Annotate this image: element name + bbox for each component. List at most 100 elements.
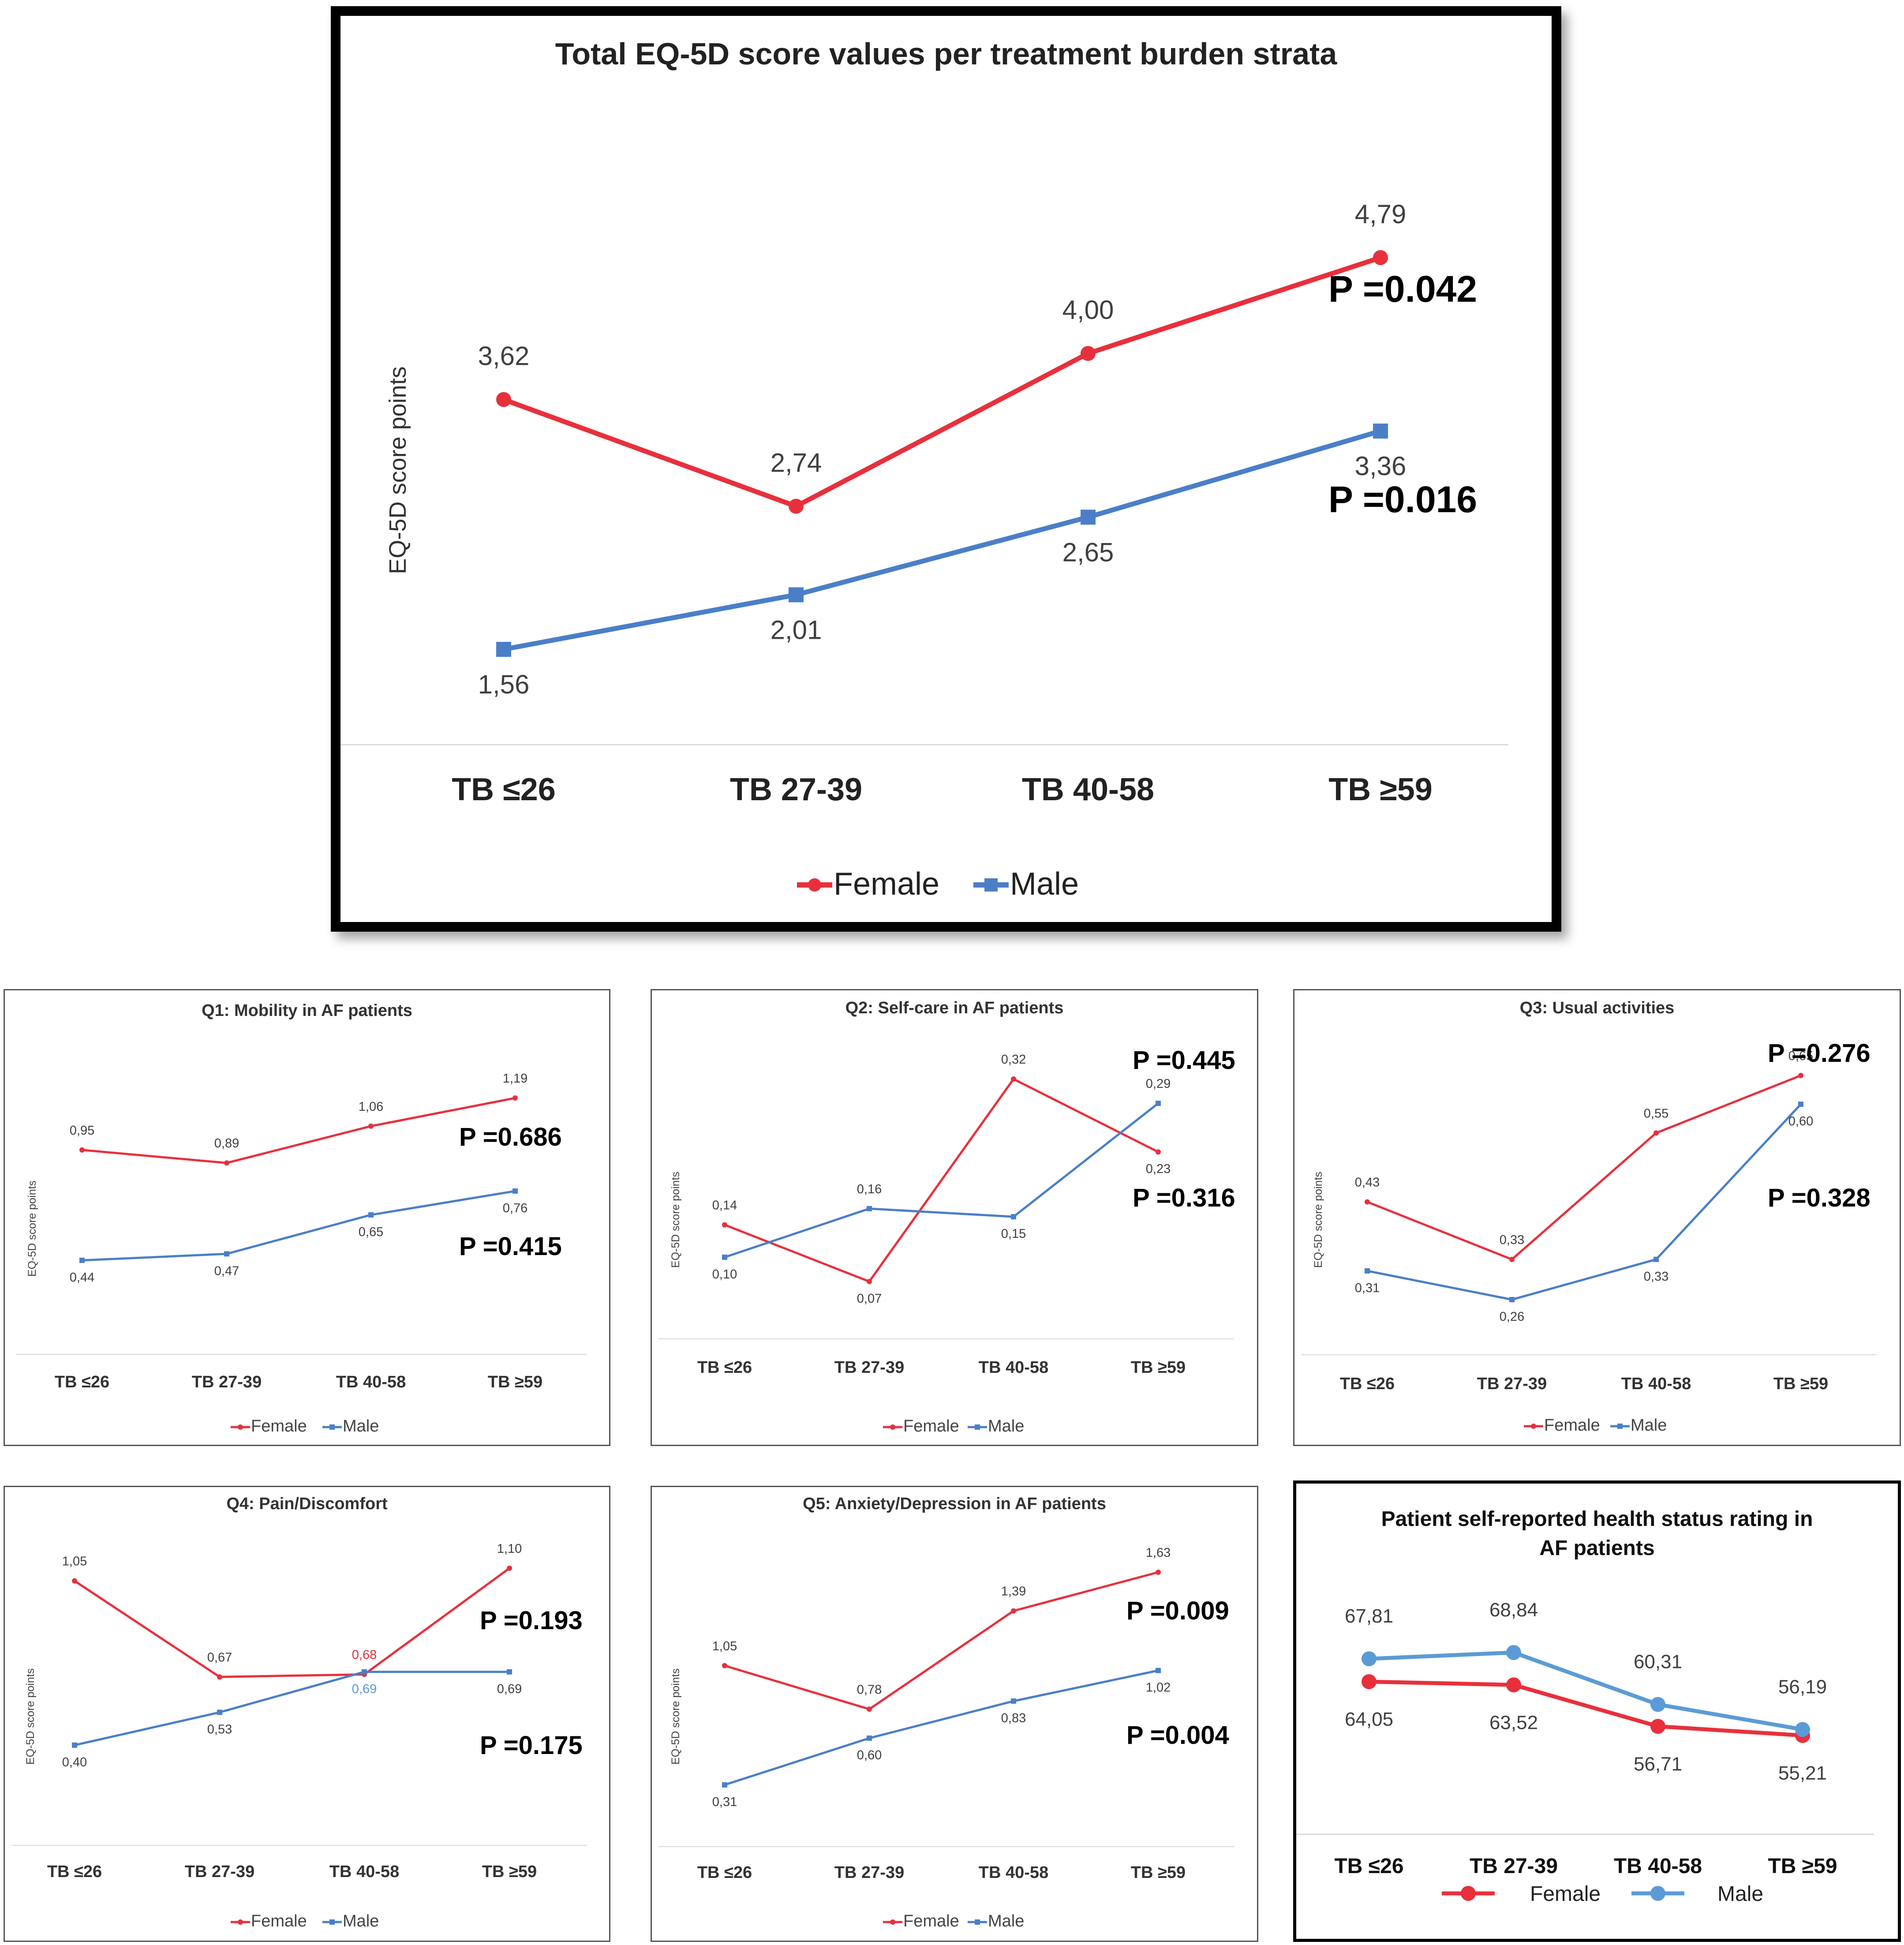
female-data-point — [507, 1566, 512, 1571]
male-data-label: 68,84 — [1489, 1599, 1538, 1621]
legend: Female Male — [1442, 1882, 1763, 1906]
male-data-label: 0,33 — [1644, 1270, 1668, 1284]
female-data-label: 1,05 — [62, 1555, 87, 1569]
female-data-label: 0,55 — [1644, 1106, 1668, 1121]
legend-female-marker — [890, 1424, 895, 1430]
male-data-point — [722, 1254, 727, 1260]
chart-title: Q5: Anxiety/Depression in AF patients — [803, 1495, 1106, 1513]
male-series-line — [74, 1671, 509, 1746]
chart-svg: Q2: Self-care in AF patients EQ-5D score… — [658, 999, 1235, 1435]
y-axis-label: EQ-5D score points — [1312, 1172, 1324, 1268]
x-tick-label: TB 27-39 — [1470, 1855, 1558, 1878]
p-value-male: P =0.316 — [1133, 1184, 1235, 1212]
male-data-label: 1,56 — [478, 670, 530, 699]
male-data-label: 0,47 — [214, 1264, 239, 1278]
male-data-label: 0,16 — [857, 1182, 882, 1196]
legend-male-label: Male — [988, 1912, 1024, 1930]
female-data-label: 0,32 — [1001, 1053, 1026, 1067]
x-tick-label: TB 27-39 — [834, 1863, 904, 1882]
p-value-female: P =0.276 — [1768, 1039, 1870, 1068]
chart-title-line-1: Patient self-reported health status rati… — [1381, 1507, 1813, 1531]
x-tick-label: TB 27-39 — [1477, 1375, 1547, 1393]
x-tick-label: TB ≥59 — [482, 1863, 537, 1881]
chart-svg: Q5: Anxiety/Depression in AF patients EQ… — [658, 1495, 1234, 1930]
male-data-point — [79, 1258, 85, 1263]
chart-q5-anxiety-depression: Q5: Anxiety/Depression in AF patients EQ… — [651, 1486, 1258, 1942]
legend-female-label: Female — [251, 1912, 307, 1930]
male-data-point — [867, 1735, 872, 1741]
chart-q3-usual-activities: Q3: Usual activities EQ-5D score points … — [1293, 989, 1901, 1446]
female-data-label: 1,06 — [359, 1100, 383, 1114]
male-data-label: 0,69 — [497, 1682, 522, 1696]
legend-female-label: Female — [903, 1417, 959, 1435]
male-data-label: 0,76 — [503, 1201, 527, 1215]
female-data-label: 0,43 — [1355, 1176, 1380, 1190]
female-data-point — [512, 1095, 518, 1101]
female-data-point — [1506, 1677, 1521, 1693]
male-data-point — [1365, 1268, 1370, 1274]
male-data-point — [867, 1206, 872, 1211]
chart-health-status-rating: Patient self-reported health status rati… — [1293, 1480, 1901, 1942]
x-tick-label: TB 27-39 — [834, 1358, 904, 1377]
x-tick-label: TB 27-39 — [185, 1863, 254, 1881]
male-data-label: 1,02 — [1146, 1681, 1171, 1695]
legend-male-label: Male — [1717, 1882, 1763, 1906]
male-data-point — [1509, 1297, 1515, 1302]
legend: Female Male — [797, 866, 1079, 902]
x-tick-label: TB ≤26 — [452, 772, 556, 807]
male-data-label: 0,26 — [1500, 1310, 1524, 1324]
female-data-point — [224, 1160, 229, 1166]
p-value-male: P =0.016 — [1328, 479, 1477, 520]
x-tick-label: TB ≤26 — [697, 1358, 752, 1377]
p-value-female: P =0.009 — [1126, 1596, 1229, 1625]
female-data-label: 55,21 — [1778, 1762, 1827, 1784]
female-data-point — [1081, 346, 1096, 361]
chart-title-line-2: AF patients — [1539, 1537, 1654, 1560]
legend-male-marker — [975, 1919, 980, 1925]
legend-female-marker — [1531, 1424, 1536, 1429]
chart-svg: Q4: Pain/Discomfort EQ-5D score points T… — [11, 1495, 587, 1930]
female-data-label: 0,23 — [1146, 1162, 1171, 1176]
chart-title: Q3: Usual activities — [1520, 999, 1675, 1017]
female-data-point — [1365, 1199, 1370, 1205]
x-tick-label: TB 40-58 — [336, 1373, 406, 1391]
legend-male-marker — [1617, 1424, 1623, 1429]
y-axis-label: EQ-5D score points — [385, 366, 411, 574]
male-series-line — [503, 428, 1381, 652]
female-data-point — [1798, 1073, 1803, 1078]
x-tick-label: TB ≤26 — [1334, 1855, 1403, 1878]
male-data-point — [1011, 1698, 1016, 1704]
female-data-point — [1362, 1674, 1377, 1690]
male-data-point — [1373, 423, 1388, 439]
male-data-point — [1156, 1668, 1161, 1673]
female-data-label: 1,19 — [503, 1072, 527, 1086]
male-data-point — [789, 587, 804, 603]
chart-svg: Patient self-reported health status rati… — [1296, 1507, 1874, 1906]
male-data-label: 0,40 — [62, 1755, 87, 1769]
x-tick-label: TB ≤26 — [55, 1373, 109, 1391]
male-series-line — [1367, 1103, 1802, 1301]
female-data-label: 0,68 — [352, 1648, 377, 1662]
male-data-label: 0,31 — [712, 1795, 737, 1809]
female-data-label: 1,05 — [712, 1639, 737, 1653]
x-tick-label: TB 27-39 — [730, 772, 862, 807]
legend-male-label: Male — [343, 1417, 379, 1435]
x-tick-label: TB ≥59 — [1131, 1358, 1186, 1377]
female-data-label: 0,89 — [214, 1136, 239, 1151]
p-value-male: P =0.004 — [1126, 1721, 1229, 1750]
female-series-line — [724, 1078, 1159, 1283]
legend-female-marker — [890, 1919, 895, 1925]
female-series-line — [1369, 1679, 1803, 1738]
legend: Female Male — [883, 1912, 1024, 1930]
x-tick-label: TB ≥59 — [1768, 1855, 1837, 1878]
x-tick-label: TB ≤26 — [47, 1863, 102, 1881]
female-data-point — [1156, 1570, 1161, 1575]
legend-female-label: Female — [1544, 1416, 1600, 1435]
legend-female-marker — [1461, 1886, 1476, 1901]
male-data-point — [368, 1212, 374, 1218]
plot-area: TB ≤26 TB 27-39 TB 40-58 TB ≥59 1,05 0,67 0,68… — [47, 1542, 537, 1881]
male-data-point — [496, 642, 511, 657]
y-axis-label: EQ-5D score points — [670, 1172, 682, 1268]
female-data-label: 0,14 — [712, 1198, 737, 1212]
male-data-label: 2,65 — [1062, 537, 1114, 567]
